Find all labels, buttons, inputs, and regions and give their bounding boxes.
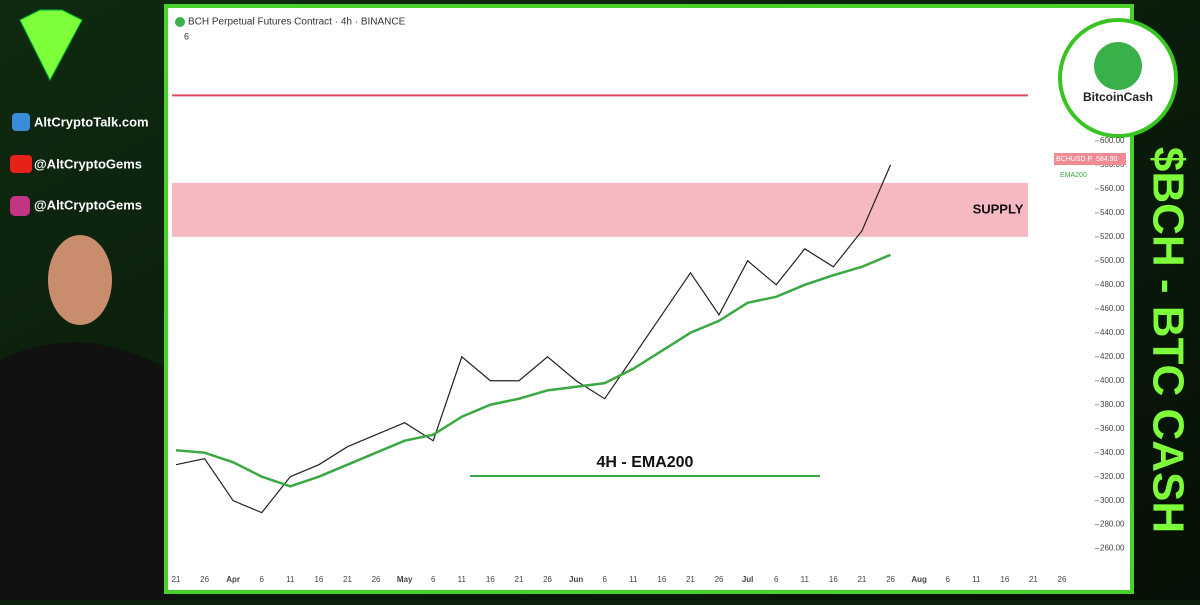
logo bbox=[19, 9, 83, 82]
x-tick-label: 6 bbox=[774, 575, 779, 584]
x-tick-label: 26 bbox=[886, 575, 895, 584]
x-tick-label: 6 bbox=[431, 575, 436, 584]
y-tick-label: 320.00 bbox=[1100, 472, 1125, 481]
y-tick-label: 540.00 bbox=[1100, 208, 1125, 217]
indicator-count: 6 bbox=[184, 31, 189, 41]
instagram: @AltCryptoGems bbox=[34, 197, 142, 212]
series-line bbox=[175, 253, 891, 488]
x-tick-label: 11 bbox=[801, 575, 810, 584]
x-tick-label: 16 bbox=[829, 575, 838, 584]
x-tick-label: 6 bbox=[260, 575, 265, 584]
x-tick-label: 11 bbox=[629, 575, 638, 584]
x-tick-label: 21 bbox=[515, 575, 524, 584]
coin-name: BitcoinCash bbox=[1083, 90, 1153, 104]
chart-panel bbox=[164, 4, 1134, 594]
y-tick-label: 360.00 bbox=[1100, 424, 1125, 433]
chart-title: BCH Perpetual Futures Contract · 4h · BI… bbox=[188, 17, 406, 28]
x-tick-label: 26 bbox=[715, 575, 724, 584]
supply-zone bbox=[172, 182, 1028, 237]
x-tick-label: 26 bbox=[543, 575, 552, 584]
symbol-label: BCHUSD.P bbox=[1056, 156, 1093, 163]
y-tick-label: 280.00 bbox=[1100, 520, 1125, 529]
x-tick-label: 16 bbox=[486, 575, 495, 584]
side-title: $BCH - BTC CASH bbox=[1143, 147, 1192, 533]
x-tick-label: 26 bbox=[200, 575, 209, 584]
last-price-label: 584.90 bbox=[1096, 156, 1118, 163]
x-tick-label: Aug bbox=[911, 575, 927, 584]
coin-icon bbox=[1094, 42, 1142, 90]
y-tick-label: 560.00 bbox=[1100, 184, 1125, 193]
x-tick-label: Jul bbox=[742, 575, 754, 584]
x-tick-label: 21 bbox=[343, 575, 352, 584]
x-tick-label: 11 bbox=[972, 575, 981, 584]
x-tick-label: 16 bbox=[1000, 575, 1009, 584]
x-tick-label: 26 bbox=[1058, 575, 1067, 584]
y-tick-label: 340.00 bbox=[1100, 448, 1125, 457]
x-tick-label: Jun bbox=[569, 575, 583, 584]
y-tick-label: 300.00 bbox=[1100, 496, 1125, 505]
series-line bbox=[175, 164, 892, 514]
x-tick-label: 26 bbox=[372, 575, 381, 584]
person-body bbox=[0, 342, 175, 600]
x-tick-label: 11 bbox=[286, 575, 295, 584]
x-tick-label: 6 bbox=[945, 575, 950, 584]
youtube: @AltCryptoGems bbox=[34, 156, 142, 171]
x-tick-label: May bbox=[397, 575, 413, 584]
y-tick-label: 420.00 bbox=[1100, 352, 1125, 361]
y-tick-label: 460.00 bbox=[1100, 304, 1125, 313]
youtube-icon bbox=[10, 155, 32, 173]
x-tick-label: Apr bbox=[226, 575, 240, 584]
x-tick-label: 21 bbox=[172, 575, 181, 584]
symbol-icon bbox=[175, 17, 185, 27]
plot: SUPPLY 260.00 280.00 300.00 320.00 340.00 360.… bbox=[172, 94, 1126, 584]
x-tick-label: 11 bbox=[458, 575, 467, 584]
y-tick-label: 260.00 bbox=[1100, 544, 1125, 553]
person-head bbox=[48, 235, 112, 325]
y-tick-label: 440.00 bbox=[1100, 328, 1125, 337]
site: AltCryptoTalk.com bbox=[34, 114, 149, 129]
y-tick-label: 600.00 bbox=[1100, 136, 1125, 145]
x-tick-label: 21 bbox=[857, 575, 866, 584]
last-price-box bbox=[1054, 153, 1126, 166]
y-tick-label: 380.00 bbox=[1100, 400, 1125, 409]
x-tick-label: 6 bbox=[602, 575, 607, 584]
annotation: SUPPLY bbox=[973, 201, 1024, 216]
web-icon bbox=[12, 113, 30, 131]
x-tick-label: 21 bbox=[1029, 575, 1038, 584]
y-tick-label: 500.00 bbox=[1100, 256, 1125, 265]
y-tick-label: 400.00 bbox=[1100, 376, 1125, 385]
x-tick-label: 21 bbox=[686, 575, 695, 584]
x-tick-label: 16 bbox=[314, 575, 323, 584]
x-tick-label: 16 bbox=[657, 575, 666, 584]
legend-entry: EMA200 bbox=[1060, 172, 1087, 179]
y-tick-label: 520.00 bbox=[1100, 232, 1125, 241]
y-tick-label: 480.00 bbox=[1100, 280, 1125, 289]
instagram-icon bbox=[10, 196, 30, 216]
annotation: 4H - EMA200 bbox=[597, 454, 694, 471]
